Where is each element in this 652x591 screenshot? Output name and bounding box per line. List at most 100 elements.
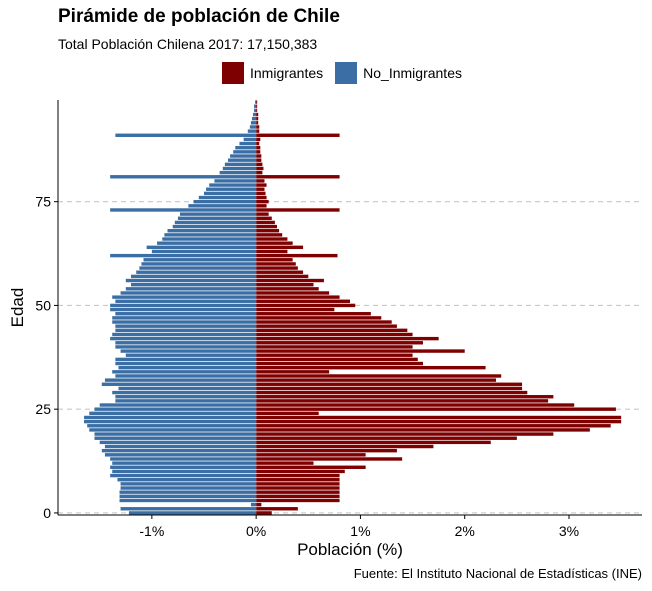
bar-inmigrantes — [256, 320, 392, 324]
bar-no-inmigrantes — [235, 146, 257, 150]
y-tick-label: 25 — [35, 401, 51, 417]
bar-inmigrantes — [256, 116, 259, 121]
bar-no-inmigrantes — [136, 270, 257, 274]
legend-swatch-no-inmigrantes — [335, 62, 358, 84]
bar-no-inmigrantes — [180, 212, 257, 216]
bar-no-inmigrantes — [115, 299, 257, 303]
bar-no-inmigrantes — [128, 511, 257, 515]
bar-no-inmigrantes — [112, 295, 257, 299]
bar-no-inmigrantes — [112, 332, 257, 337]
bar-no-inmigrantes — [101, 448, 257, 453]
bar-no-inmigrantes — [112, 370, 257, 374]
bar-no-inmigrantes — [112, 469, 257, 474]
bar-no-inmigrantes — [104, 453, 257, 457]
bar-inmigrantes — [256, 374, 502, 378]
bar-inmigrantes — [256, 436, 517, 440]
bar-inmigrantes — [256, 461, 314, 465]
bar-no-inmigrantes — [206, 187, 257, 191]
bar-no-inmigrantes — [115, 312, 257, 316]
bar-inmigrantes — [256, 262, 296, 266]
bar-inmigrantes — [256, 382, 523, 386]
bar-no-inmigrantes — [112, 320, 257, 324]
bar-no-inmigrantes — [255, 100, 257, 104]
bar-inmigrantes — [256, 195, 267, 200]
bar-inmigrantes — [256, 336, 439, 341]
bar-inmigrantes — [256, 108, 258, 113]
bar-no-inmigrantes — [87, 424, 257, 428]
bar-no-inmigrantes — [164, 233, 257, 237]
bar-no-inmigrantes — [110, 473, 257, 478]
bar-no-inmigrantes — [112, 390, 257, 395]
bar-inmigrantes — [256, 465, 366, 469]
bar-inmigrantes — [256, 386, 523, 391]
bar-no-inmigrantes — [94, 432, 257, 436]
bar-no-inmigrantes — [115, 361, 257, 366]
bar-inmigrantes — [256, 125, 260, 129]
bar-no-inmigrantes — [112, 461, 257, 465]
bar-no-inmigrantes — [162, 237, 257, 241]
bar-no-inmigrantes — [251, 116, 257, 121]
bar-inmigrantes — [256, 469, 345, 474]
bar-no-inmigrantes — [172, 224, 257, 229]
bar-inmigrantes — [256, 312, 371, 316]
bar-inmigrantes — [256, 399, 549, 403]
bar-no-inmigrantes — [110, 303, 257, 308]
bar-no-inmigrantes — [94, 407, 257, 411]
bar-inmigrantes — [256, 341, 423, 345]
bar-no-inmigrantes — [118, 365, 257, 370]
bar-inmigrantes — [256, 307, 335, 312]
bar-inmigrantes — [256, 154, 262, 158]
bar-inmigrantes — [256, 444, 434, 449]
bar-no-inmigrantes — [151, 249, 257, 254]
bar-no-inmigrantes — [110, 208, 257, 212]
y-tick-label: 50 — [35, 297, 51, 313]
bar-no-inmigrantes — [110, 457, 257, 461]
bar-no-inmigrantes — [120, 507, 257, 511]
bar-inmigrantes — [256, 162, 263, 167]
bar-inmigrantes — [256, 208, 340, 212]
bar-inmigrantes — [256, 378, 496, 382]
bar-no-inmigrantes — [174, 220, 257, 225]
bar-inmigrantes — [256, 141, 260, 146]
bar-inmigrantes — [256, 507, 298, 511]
bar-inmigrantes — [256, 287, 319, 291]
bar-inmigrantes — [256, 316, 382, 320]
legend-item-no-inmigrantes: No_Inmigrantes — [335, 62, 462, 84]
legend-swatch-inmigrantes — [222, 62, 244, 84]
bar-inmigrantes — [256, 187, 265, 191]
chart-title: Pirámide de población de Chile — [58, 6, 340, 27]
bar-inmigrantes — [256, 191, 266, 196]
bar-no-inmigrantes — [254, 104, 257, 108]
y-axis-title: Edad — [8, 288, 27, 328]
bar-no-inmigrantes — [117, 478, 257, 482]
bar-no-inmigrantes — [230, 154, 257, 158]
bar-inmigrantes — [256, 233, 283, 237]
bar-no-inmigrantes — [233, 150, 257, 154]
bar-no-inmigrantes — [119, 498, 257, 503]
bar-no-inmigrantes — [250, 121, 257, 125]
x-tick-label: 3% — [559, 523, 579, 539]
chart-subtitle: Total Población Chilena 2017: 17,150,383 — [58, 36, 318, 52]
chart-caption: Fuente: El Instituto Nacional de Estadís… — [353, 566, 642, 581]
bar-inmigrantes — [256, 204, 267, 208]
bar-inmigrantes — [256, 303, 356, 308]
bar-inmigrantes — [256, 428, 590, 432]
bar-no-inmigrantes — [115, 395, 257, 399]
bar-inmigrantes — [256, 137, 261, 142]
bar-inmigrantes — [256, 486, 340, 490]
bar-no-inmigrantes — [247, 129, 257, 133]
bar-inmigrantes — [256, 453, 366, 457]
bar-no-inmigrantes — [198, 195, 257, 200]
bar-inmigrantes — [256, 112, 259, 117]
bar-inmigrantes — [256, 345, 413, 349]
bar-no-inmigrantes — [110, 465, 257, 469]
bar-inmigrantes — [256, 253, 338, 258]
bar-inmigrantes — [256, 390, 528, 395]
bar-no-inmigrantes — [104, 378, 257, 382]
y-tick-label: 0 — [43, 505, 51, 521]
legend: Inmigrantes No_Inmigrantes — [222, 62, 474, 84]
bar-no-inmigrantes — [177, 216, 257, 220]
bar-inmigrantes — [256, 237, 288, 241]
bar-inmigrantes — [256, 121, 259, 125]
